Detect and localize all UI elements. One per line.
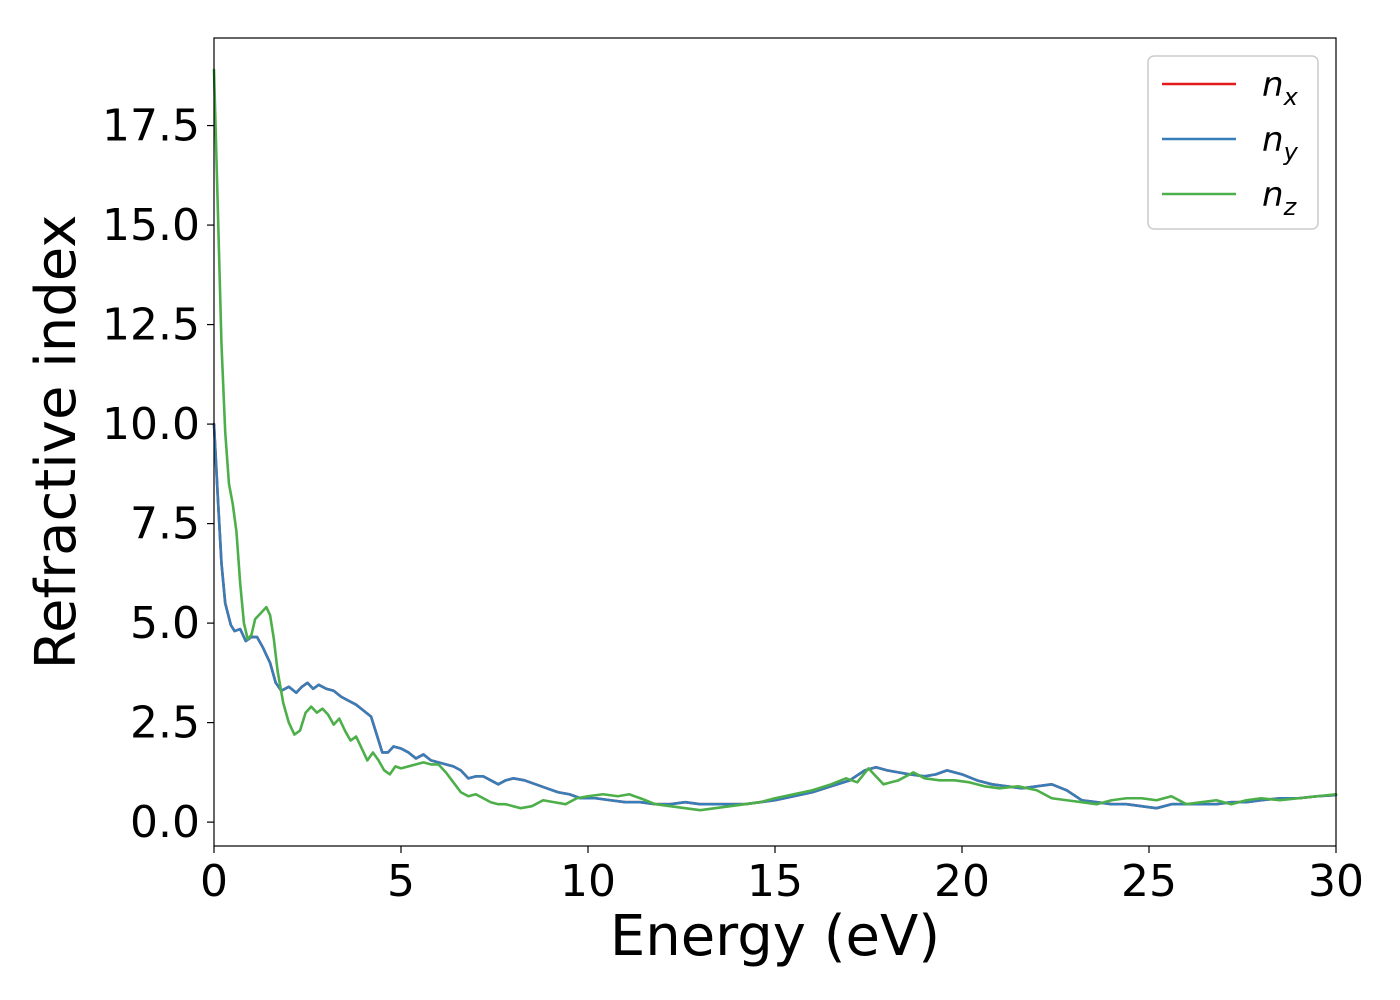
x-tick-label: 25 xyxy=(1121,856,1177,907)
y-tick-label: 12.5 xyxy=(102,300,200,351)
series-line-n-y xyxy=(212,422,1338,810)
x-tick-label: 10 xyxy=(560,856,616,907)
x-tick-label: 30 xyxy=(1308,856,1364,907)
x-tick-label: 5 xyxy=(387,856,415,907)
x-tick-label: 20 xyxy=(934,856,990,907)
y-tick-label: 5.0 xyxy=(130,598,200,649)
legend-label-n-z: nz xyxy=(1262,175,1298,221)
y-tick-label: 0.0 xyxy=(130,797,200,848)
y-axis-ticks: 0.0 2.5 5.0 7.5 10.0 12.5 15.0 17.5 xyxy=(102,101,214,848)
legend-box xyxy=(1147,55,1319,230)
legend-label-n-x: nx xyxy=(1262,65,1299,111)
y-tick-label: 17.5 xyxy=(102,101,200,152)
y-tick-label: 15.0 xyxy=(102,200,200,251)
y-tick-label: 7.5 xyxy=(130,499,200,550)
x-tick-label: 0 xyxy=(200,856,228,907)
y-tick-label: 10.0 xyxy=(102,399,200,450)
x-axis-title: Energy (eV) xyxy=(610,904,940,969)
legend: nx ny nz xyxy=(1147,55,1319,230)
series-layer xyxy=(212,68,1338,812)
x-axis-ticks: 0 5 10 15 20 25 30 xyxy=(200,846,1364,907)
y-axis-title: Refractive index xyxy=(24,215,89,670)
x-tick-label: 15 xyxy=(747,856,803,907)
legend-label-n-y: ny xyxy=(1262,120,1299,166)
series-line-n-z xyxy=(212,68,1338,812)
y-tick-label: 2.5 xyxy=(130,698,200,749)
